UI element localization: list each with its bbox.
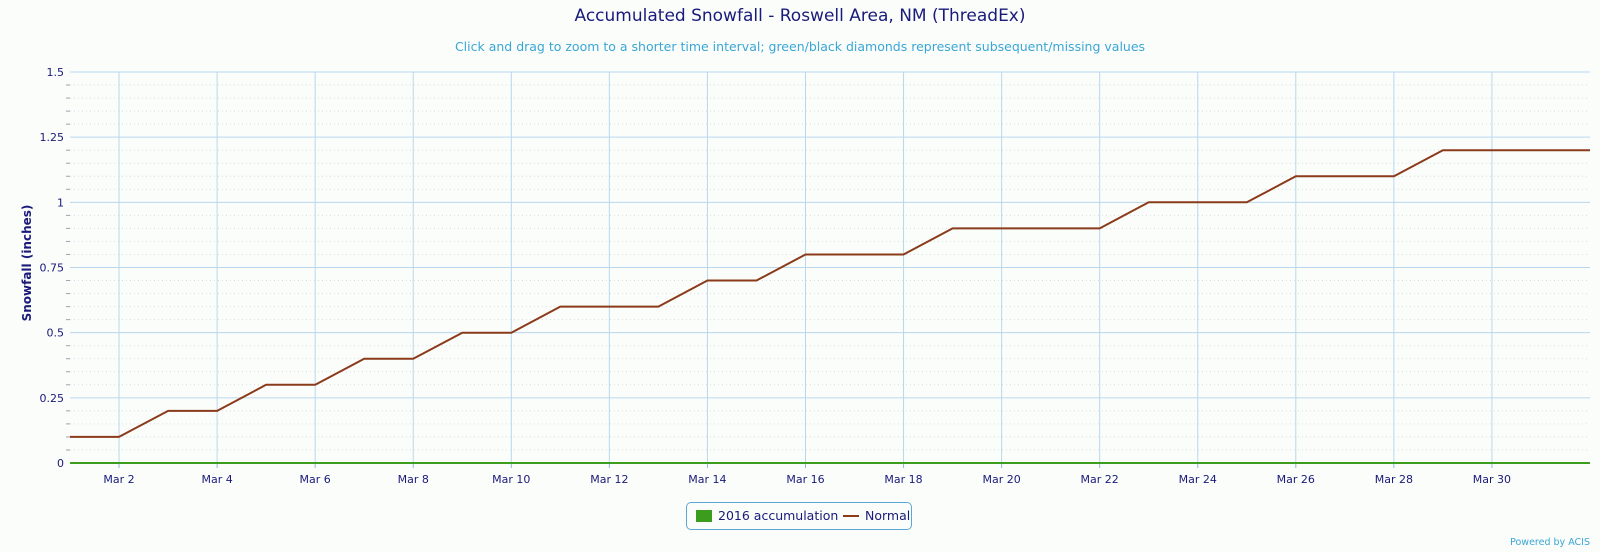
y-axis-title: Snowfall (inches) <box>20 205 34 322</box>
y-tick-label: 0.75 <box>40 262 65 275</box>
legend-item-normal[interactable]: Normal <box>843 508 910 523</box>
y-tick-label: 1.5 <box>47 66 65 79</box>
series-line-normal <box>70 149 1590 438</box>
y-tick-label: 1.25 <box>40 131 65 144</box>
y-tick-label: 1 <box>57 196 64 209</box>
legend-line-normal <box>843 514 859 517</box>
axis-layer: 0 0.25 0.5 0.75 1 1.25 1.5 Mar 2 Mar 4 Mar 6 Mar 8… <box>40 66 1512 486</box>
chart-title: Accumulated Snowfall - Roswell Area, NM … <box>574 6 1026 26</box>
x-tick-label: Mar 4 <box>201 473 232 486</box>
grid-layer <box>70 71 1590 464</box>
chart-subtitle: Click and drag to zoom to a shorter time… <box>454 39 1146 54</box>
x-tick-label: Mar 16 <box>786 473 824 486</box>
x-tick-label: Mar 10 <box>492 473 530 486</box>
x-tick-label: Mar 28 <box>1375 473 1413 486</box>
y-tick-label: 0 <box>57 457 64 470</box>
x-tick-label: Mar 30 <box>1473 473 1511 486</box>
legend-item-2016[interactable]: 2016 accumulation <box>696 508 838 523</box>
x-tick-label: Mar 6 <box>300 473 331 486</box>
x-tick-label: Mar 26 <box>1277 473 1315 486</box>
y-tick-label: 0.5 <box>47 327 65 340</box>
x-tick-label: Mar 24 <box>1179 473 1217 486</box>
x-tick-label: Mar 18 <box>884 473 922 486</box>
legend-label-2016: 2016 accumulation <box>718 508 839 523</box>
x-tick-label: Mar 8 <box>398 473 429 486</box>
x-tick-label: Mar 12 <box>590 473 628 486</box>
x-tick-label: Mar 20 <box>982 473 1020 486</box>
x-tick-label: Mar 2 <box>103 473 134 486</box>
y-tick-label: 0.25 <box>40 392 65 405</box>
legend-label-normal: Normal <box>865 508 911 523</box>
x-tick-label: Mar 14 <box>688 473 726 486</box>
legend: 2016 accumulation Normal <box>686 502 912 530</box>
series-layer <box>70 149 1590 464</box>
powered-by-credit[interactable]: Powered by ACIS <box>1510 537 1590 548</box>
legend-swatch-2016 <box>696 509 712 522</box>
x-tick-label: Mar 22 <box>1081 473 1119 486</box>
